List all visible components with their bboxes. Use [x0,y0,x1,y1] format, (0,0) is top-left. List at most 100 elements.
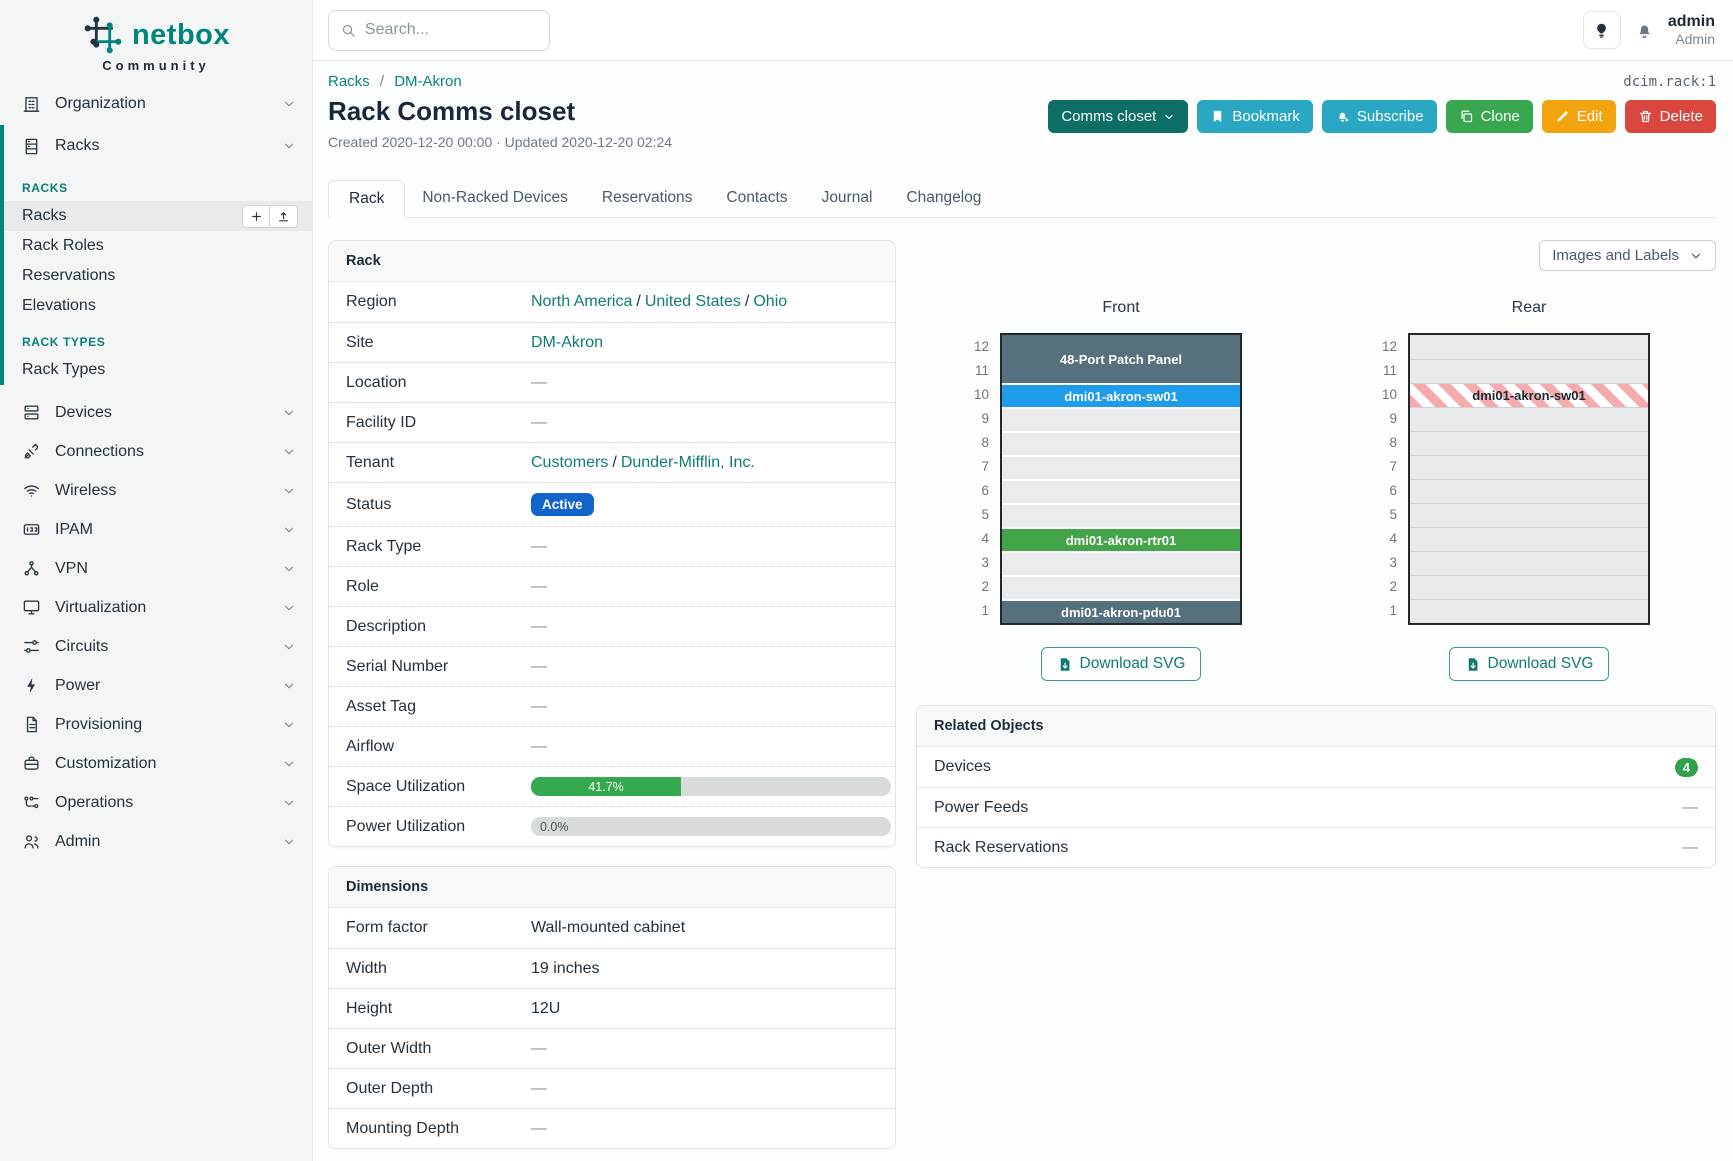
tab-rack[interactable]: Rack [328,180,406,218]
region-link[interactable]: Ohio [753,293,788,310]
rack-device-switch[interactable]: dmi01-akron-sw01 [1002,383,1240,407]
netbox-logo[interactable]: netbox Community [0,0,312,73]
add-rack-button[interactable] [242,204,270,228]
bookmark-button[interactable]: Bookmark [1197,100,1313,133]
rack-device-patch-panel[interactable]: 48-Port Patch Panel [1002,335,1240,383]
breadcrumb-racks-link[interactable]: Racks [328,73,370,90]
pencil-icon [1557,111,1568,122]
sidebar-item-provisioning[interactable]: Provisioning [0,705,312,744]
sidebar-item-wireless[interactable]: Wireless [0,471,312,510]
front-download-svg-button[interactable]: Download SVG [1040,647,1202,681]
chevron-down-icon [284,101,294,107]
chevron-down-icon [284,410,294,415]
region-link[interactable]: North America [531,293,633,310]
tenant-link[interactable]: Dunder-Mifflin, Inc. [620,453,755,471]
rack-unit-empty[interactable] [1002,575,1240,599]
rack-unit-empty[interactable] [1410,431,1648,455]
related-devices-link[interactable]: Devices [934,758,991,775]
notifications-bell-icon[interactable] [1635,21,1654,40]
rack-unit-empty[interactable] [1410,479,1648,503]
subscribe-button[interactable]: Subscribe [1321,100,1437,133]
sidebar-subitem-racks[interactable]: Racks [4,201,312,231]
tenant-group-link[interactable]: Customers [531,453,609,471]
sidebar-item-devices[interactable]: Devices [0,393,312,432]
rack-device-router[interactable]: dmi01-akron-rtr01 [1002,527,1240,551]
rack-unit-empty[interactable] [1410,335,1648,359]
sidebar-subitem-reservations[interactable]: Reservations [22,267,116,284]
related-power-feeds-link[interactable]: Power Feeds [934,798,1029,816]
import-racks-button[interactable] [270,204,298,228]
rack-unit-empty[interactable] [1002,503,1240,527]
sidebar-item-circuits[interactable]: Circuits [0,627,312,666]
organization-icon [23,96,40,112]
sidebar-item-vpn[interactable]: VPN [0,549,312,588]
edit-button[interactable]: Edit [1541,100,1616,133]
related-rack-reservations-link[interactable]: Rack Reservations [934,838,1069,856]
front-elevation: Front 12 11 10 9 8 7 6 5 [960,299,1242,681]
status-badge: Active [531,493,594,516]
field-row-power-utilization: Power Utilization 0.0% [329,806,895,846]
customization-icon [24,756,39,770]
rack-unit-empty[interactable] [1002,431,1240,455]
tab-reservations[interactable]: Reservations [601,189,693,206]
rack-unit-empty[interactable] [1410,599,1648,623]
delete-button[interactable]: Delete [1624,100,1716,133]
rack-unit-empty[interactable] [1410,575,1648,599]
tab-contacts[interactable]: Contacts [726,189,788,206]
sidebar-item-power[interactable]: Power [0,666,312,705]
racks-quick-actions [242,204,298,228]
rack-unit-empty[interactable] [1410,455,1648,479]
rack-unit-empty[interactable] [1410,551,1648,575]
rack-unit-empty[interactable] [1002,479,1240,503]
user-menu[interactable]: admin Admin [1668,13,1715,47]
sidebar-item-ipam[interactable]: IPAM [0,510,312,549]
sidebar-item-operations[interactable]: Operations [0,783,312,822]
tab-non-racked-devices[interactable]: Non-Racked Devices [422,189,568,206]
related-row-power-feeds: Power Feeds — [917,787,1715,827]
related-objects-header: Related Objects [917,706,1715,747]
sidebar-subitem-rack-types[interactable]: Rack Types [22,361,106,378]
tab-changelog[interactable]: Changelog [906,189,982,206]
sidebar-item-organization[interactable]: Organization [0,83,312,125]
theme-toggle-button[interactable] [1582,11,1621,49]
racks-nav-group: Racks RACKS Racks Rack Roles Reservation… [0,125,312,385]
field-row-width: Width 19 inches [329,948,895,988]
rack-device-switch-rear[interactable]: dmi01-akron-sw01 [1410,383,1648,407]
sidebar-item-customization[interactable]: Customization [0,744,312,783]
region-link[interactable]: United States [644,293,741,310]
field-row-rack-type: Rack Type — [329,526,895,566]
chevron-down-icon [1691,253,1701,259]
rack-unit-empty[interactable] [1002,551,1240,575]
plus-icon [251,211,261,221]
context-dropdown-button[interactable]: Comms closet [1048,100,1189,133]
rack-unit-empty[interactable] [1002,407,1240,431]
rack-unit-empty[interactable] [1410,407,1648,431]
sidebar-item-racks-group[interactable]: Racks [4,125,312,167]
sidebar-subitem-elevations[interactable]: Elevations [22,297,96,314]
breadcrumb-site-link[interactable]: DM-Akron [394,73,462,90]
sidebar-item-connections[interactable]: Connections [0,432,312,471]
rack-panel: Rack Region North America / United States /… [328,240,896,847]
clone-button[interactable]: Clone [1445,100,1533,133]
sidebar-item-admin[interactable]: Admin [0,822,312,861]
rack-unit-empty[interactable] [1002,455,1240,479]
sidebar-item-virtualization[interactable]: Virtualization [0,588,312,627]
tab-journal[interactable]: Journal [821,189,873,206]
space-utilization-bar: 41.7% [531,777,891,796]
virtualization-icon [23,600,40,615]
rear-download-svg-button[interactable]: Download SVG [1448,647,1610,681]
sidebar-subitem-rack-roles[interactable]: Rack Roles [22,237,104,254]
images-labels-dropdown[interactable]: Images and Labels [1539,240,1716,271]
chevron-down-icon [284,449,294,454]
search-input[interactable] [364,21,537,39]
rear-unit-rail: 12 11 10 9 8 7 6 5 4 3 [1381,339,1397,618]
upload-icon [279,211,288,221]
field-row-region: Region North America / United States / Ohio [346,293,788,310]
rack-unit-empty[interactable] [1410,503,1648,527]
site-link[interactable]: DM-Akron [531,333,604,351]
rack-device-pdu[interactable]: dmi01-akron-pdu01 [1002,599,1240,623]
rack-unit-empty[interactable] [1410,359,1648,383]
rack-unit-empty[interactable] [1410,527,1648,551]
ipam-icon [23,524,40,535]
field-row-asset-tag: Asset Tag — [329,686,895,726]
